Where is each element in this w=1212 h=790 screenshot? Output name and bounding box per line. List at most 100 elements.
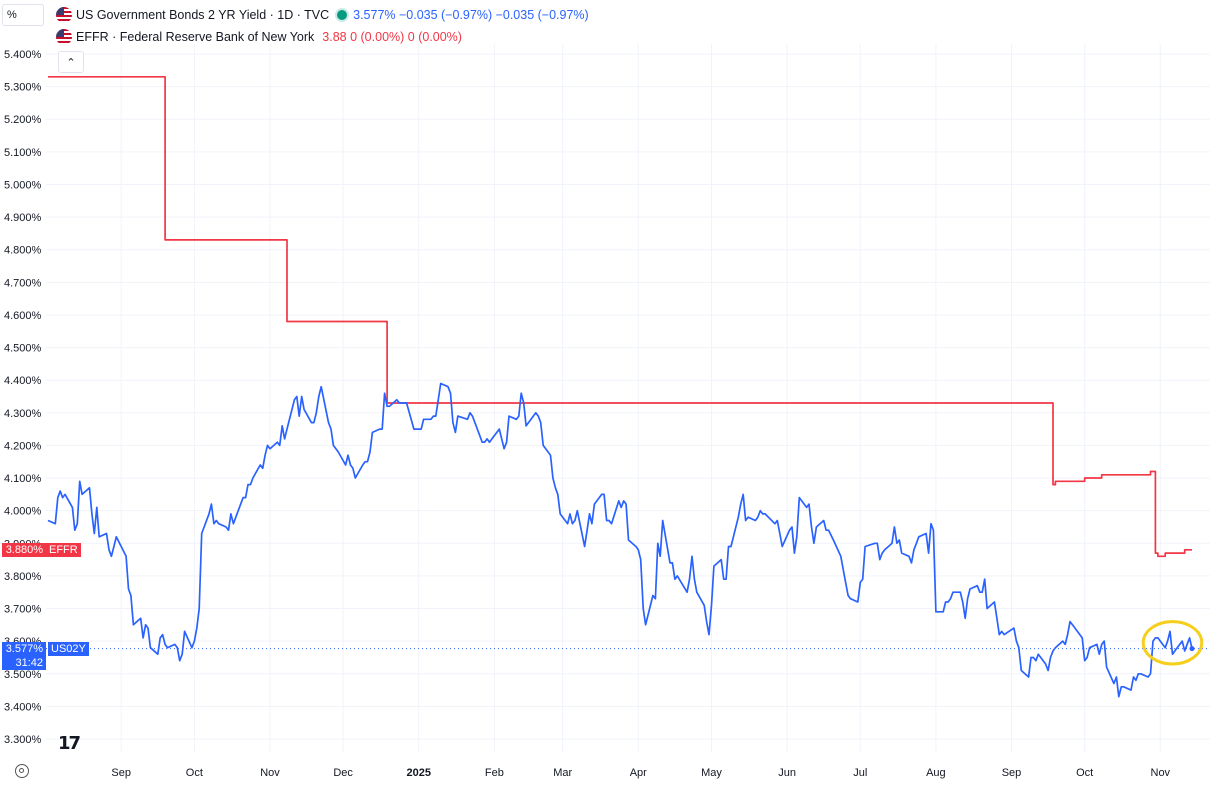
y-tick-label: 3.300%: [4, 734, 42, 746]
data-point-us02y: [730, 546, 731, 547]
data-point-us02y: [225, 526, 226, 527]
data-point-us02y: [606, 520, 607, 521]
data-point-us02y: [416, 429, 417, 430]
data-point-us02y: [621, 507, 622, 508]
data-point-us02y: [260, 464, 261, 465]
x-tick-label: Jun: [778, 767, 796, 779]
y-tick-label: 5.200%: [4, 114, 42, 126]
data-point-us02y: [1089, 647, 1090, 648]
data-point-us02y: [60, 490, 61, 491]
y-tick-label: 5.000%: [4, 179, 42, 191]
data-point-us02y: [316, 412, 317, 413]
data-point-us02y: [47, 520, 48, 521]
data-point-us02y: [879, 559, 880, 560]
x-tick-label: Nov: [260, 767, 280, 779]
data-point-us02y: [811, 526, 812, 527]
data-point-us02y: [828, 530, 829, 531]
data-point-us02y: [691, 556, 692, 557]
data-point-us02y: [406, 402, 407, 403]
highlight-ellipse: [1141, 620, 1204, 666]
data-point-us02y: [504, 448, 505, 449]
data-point-effr: [1165, 552, 1166, 553]
data-point-us02y: [896, 543, 897, 544]
data-point-us02y: [694, 579, 695, 580]
data-point-us02y: [213, 523, 214, 524]
y-tick-label: 4.500%: [4, 343, 42, 355]
data-point-us02y: [721, 559, 722, 560]
data-point-us02y: [813, 543, 814, 544]
data-point-us02y: [108, 549, 109, 550]
legend-row-us02y[interactable]: US Government Bonds 2 YR Yield · 1D · TV…: [56, 7, 589, 23]
chevron-up-icon[interactable]: ⌃: [58, 51, 84, 73]
data-point-us02y: [950, 598, 951, 599]
data-point-us02y: [116, 536, 117, 537]
data-point-us02y: [913, 549, 914, 550]
y-tick-label: 3.700%: [4, 604, 42, 616]
data-point-us02y: [572, 523, 573, 524]
data-point-us02y: [369, 451, 370, 452]
data-point-us02y: [882, 552, 883, 553]
data-point-us02y: [525, 425, 526, 426]
legend-row-effr[interactable]: EFFR · Federal Reserve Bank of New York …: [56, 29, 462, 45]
data-point-us02y: [262, 468, 263, 469]
data-point-us02y: [177, 647, 178, 648]
data-point-us02y: [379, 429, 380, 430]
data-point-us02y: [1155, 637, 1156, 638]
x-tick-label: Nov: [1151, 767, 1171, 779]
data-point-us02y: [540, 422, 541, 423]
data-point-us02y: [91, 513, 92, 514]
data-point-us02y: [196, 627, 197, 628]
data-point-us02y: [160, 637, 161, 638]
data-point-us02y: [1067, 634, 1068, 635]
data-point-us02y: [1121, 686, 1122, 687]
data-point-us02y: [140, 618, 141, 619]
data-point-us02y: [228, 530, 229, 531]
data-point-us02y: [233, 523, 234, 524]
data-point-us02y: [96, 507, 97, 508]
data-point-us02y: [794, 552, 795, 553]
data-point-us02y: [491, 438, 492, 439]
data-point-us02y: [833, 539, 834, 540]
tradingview-logo: 17: [58, 733, 81, 754]
data-point-us02y: [808, 504, 809, 505]
x-tick-label: Apr: [630, 767, 647, 779]
data-point-us02y: [1187, 644, 1188, 645]
data-point-us02y: [574, 520, 575, 521]
data-point-us02y: [1104, 641, 1105, 642]
data-point-us02y: [638, 549, 639, 550]
unit-selector[interactable]: %: [2, 4, 44, 26]
data-point-us02y: [847, 595, 848, 596]
data-point-us02y: [82, 494, 83, 495]
data-point-us02y: [674, 579, 675, 580]
data-point-us02y: [243, 497, 244, 498]
data-point-us02y: [765, 513, 766, 514]
legend-title-effr: EFFR · Federal Reserve Bank of New York: [76, 30, 315, 44]
gear-icon[interactable]: [15, 764, 29, 778]
market-open-icon: [337, 10, 348, 20]
data-point-us02y: [711, 605, 712, 606]
data-point-effr: [1184, 549, 1185, 550]
data-point-us02y: [179, 660, 180, 661]
data-point-effr: [47, 76, 48, 77]
data-point-us02y: [979, 592, 980, 593]
y-tick-label: 3.400%: [4, 701, 42, 713]
data-point-us02y: [799, 497, 800, 498]
data-point-us02y: [1055, 647, 1056, 648]
data-point-us02y: [945, 601, 946, 602]
data-point-us02y: [1130, 689, 1131, 690]
data-point-us02y: [399, 402, 400, 403]
data-point-us02y: [250, 484, 251, 485]
data-point-us02y: [1099, 654, 1100, 655]
data-point-us02y: [516, 419, 517, 420]
data-point-us02y: [686, 592, 687, 593]
data-point-us02y: [982, 592, 983, 593]
data-point-us02y: [1087, 657, 1088, 658]
data-point-us02y: [350, 464, 351, 465]
data-point-effr: [1191, 549, 1192, 550]
data-point-effr: [1157, 556, 1158, 557]
data-point-us02y: [143, 637, 144, 638]
data-point-effr: [1082, 481, 1083, 482]
data-point-us02y: [728, 546, 729, 547]
data-point-us02y: [133, 624, 134, 625]
